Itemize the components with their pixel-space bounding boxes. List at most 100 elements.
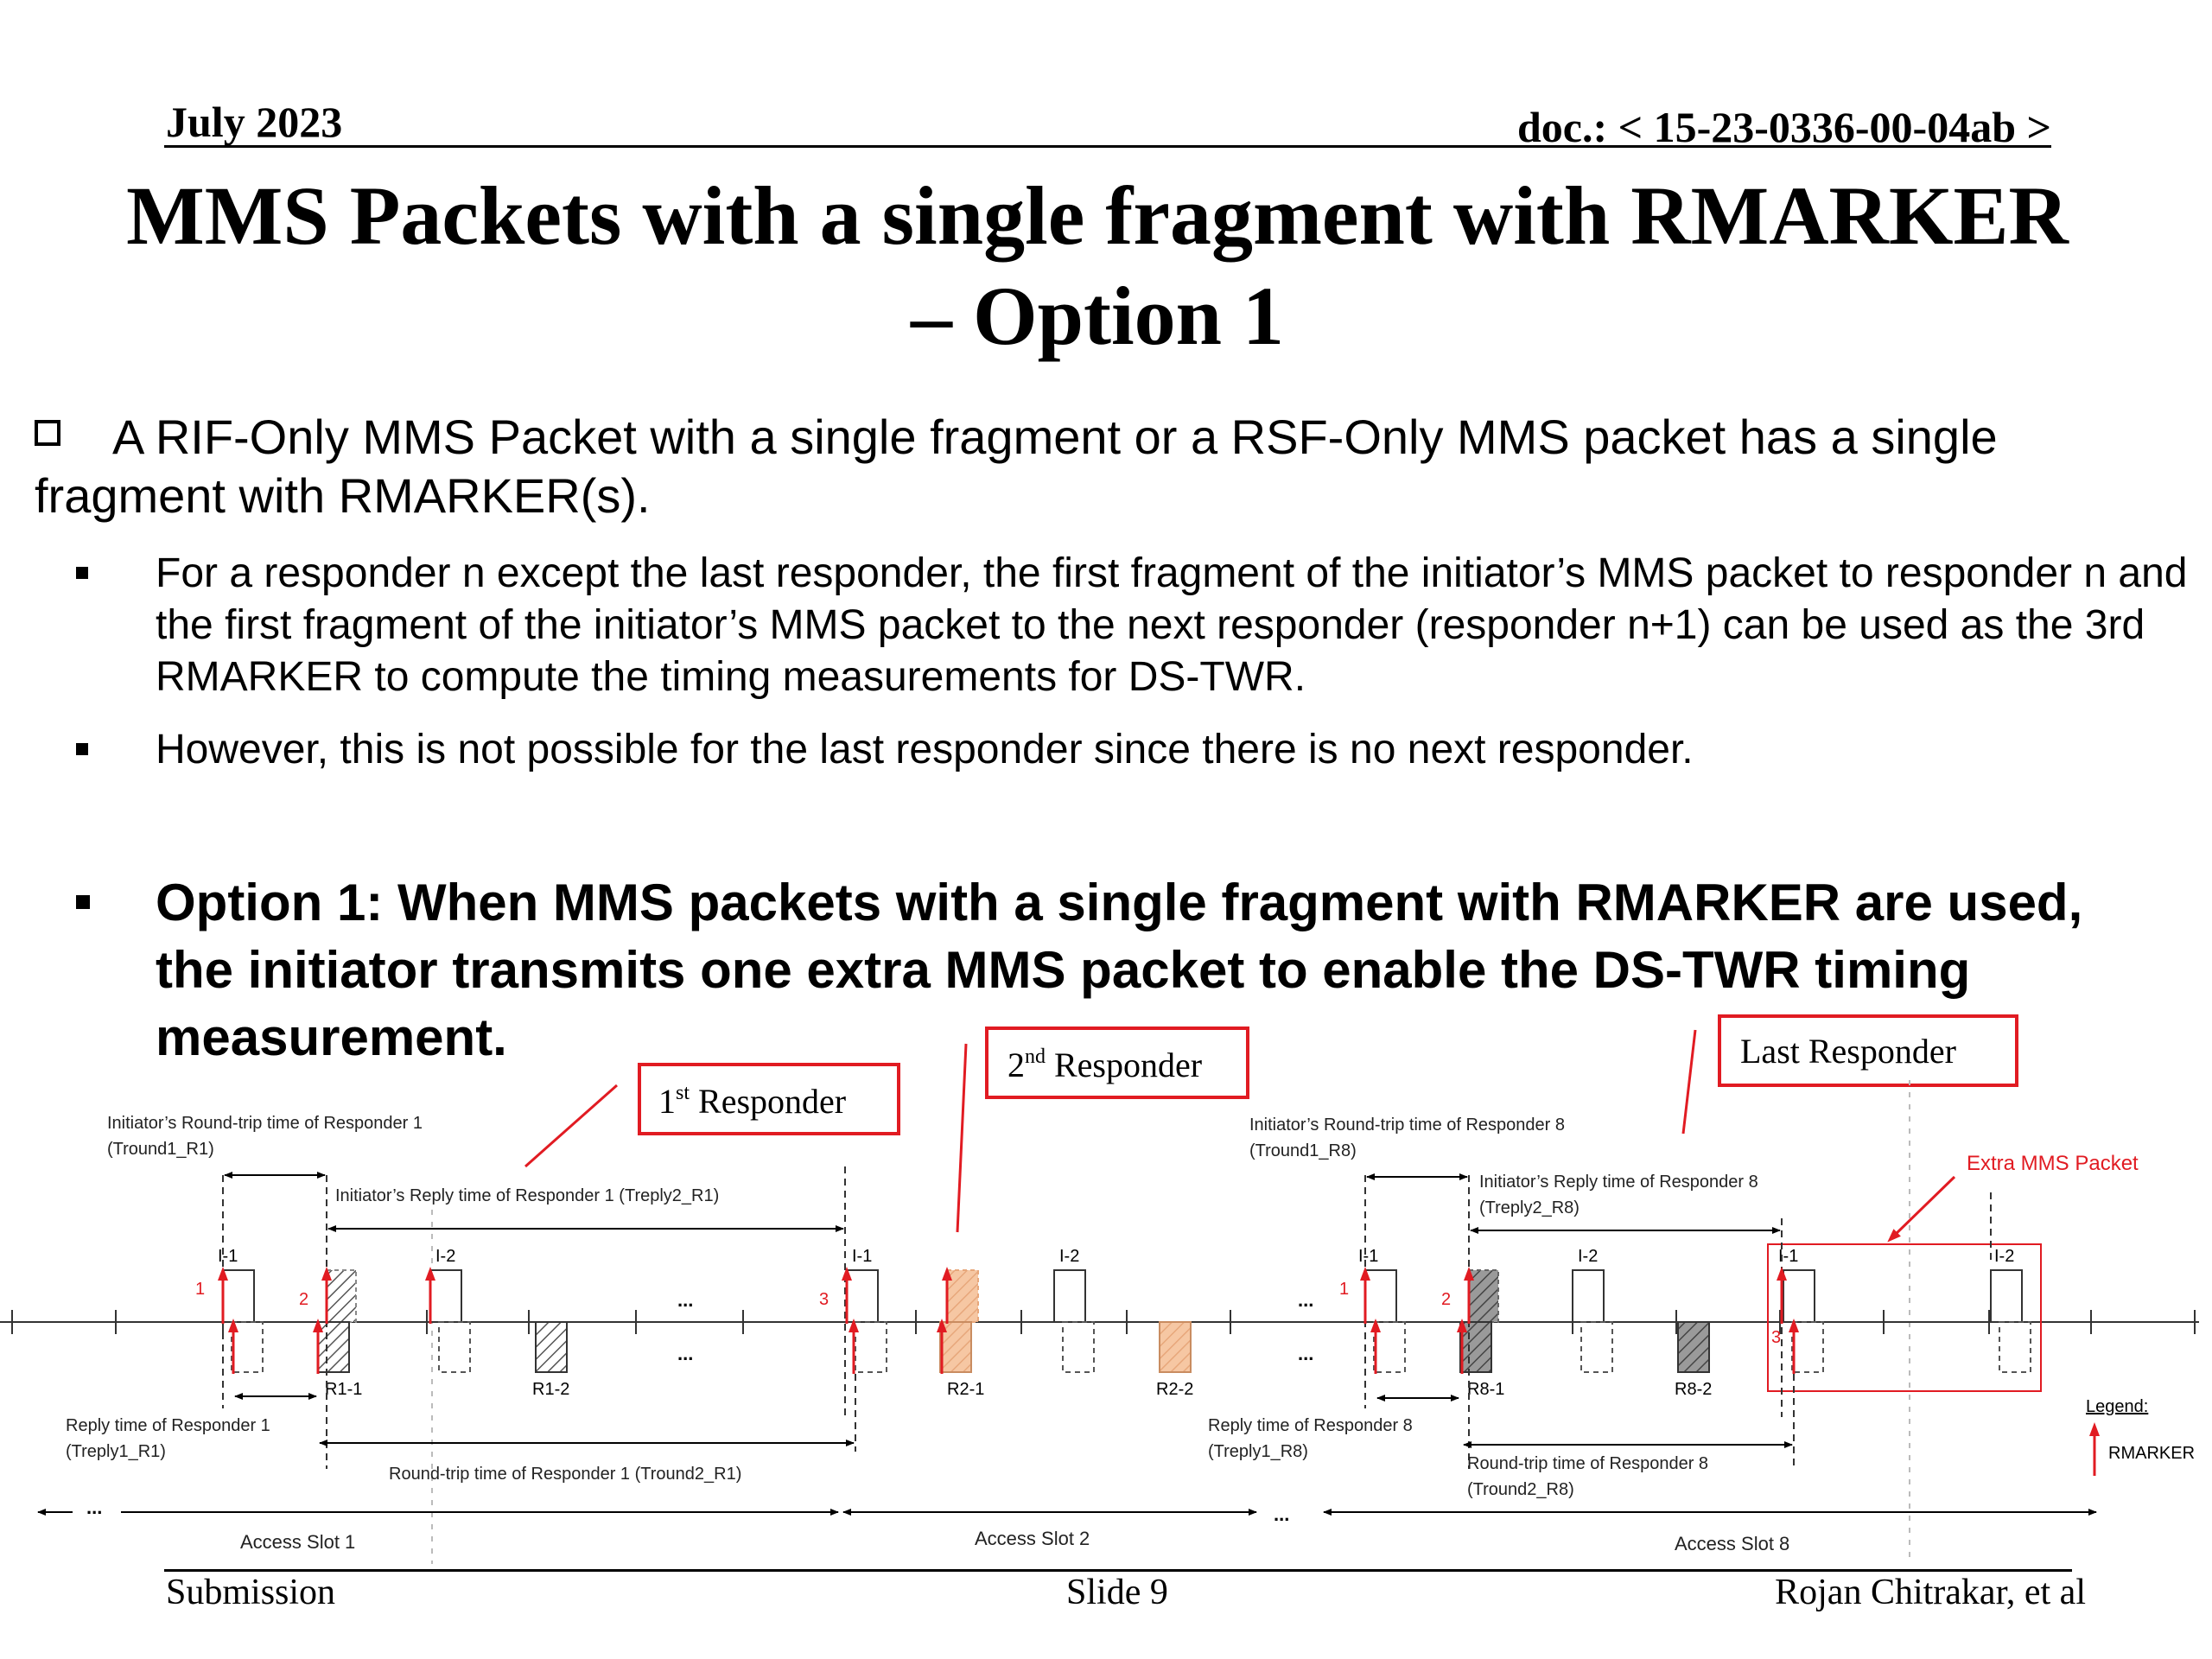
ellipsis: ... xyxy=(1298,1289,1313,1311)
extra-mms-packet: Extra MMS Packet I-1 I-2 xyxy=(1767,1152,2139,1392)
svg-text:2nd Responder: 2nd Responder xyxy=(1007,1046,1202,1084)
responder-packet-r2-2: R2-2 xyxy=(1156,1321,1193,1399)
title-line-1: MMS Packets with a single fragment with … xyxy=(126,169,2069,262)
svg-text:R1-1: R1-1 xyxy=(325,1380,362,1399)
svg-text:Initiator’s Round-trip time of: Initiator’s Round-trip time of Responder… xyxy=(1249,1116,1565,1135)
svg-text:R2-2: R2-2 xyxy=(1156,1380,1193,1399)
initiator-packet-i1-r8: I-1 xyxy=(1358,1247,1397,1323)
svg-text:(Treply1_R1): (Treply1_R1) xyxy=(66,1442,166,1461)
svg-text:Extra MMS Packet: Extra MMS Packet xyxy=(1967,1152,2139,1175)
svg-text:I-1: I-1 xyxy=(1778,1247,1798,1266)
svg-text:2: 2 xyxy=(299,1290,308,1309)
footer-slide-number: Slide 9 xyxy=(1066,1573,1168,1612)
responder-packet-dashed xyxy=(1580,1321,1613,1373)
responder-packet-r2-1: R2-1 xyxy=(939,1321,984,1399)
initiator-packet-i1-hatched xyxy=(326,1269,357,1323)
svg-text:3: 3 xyxy=(819,1290,829,1309)
rmarker-arrows xyxy=(218,1267,1799,1374)
timeline-axis xyxy=(0,1310,2199,1334)
svg-text:I-1: I-1 xyxy=(852,1247,872,1266)
square-bullet-icon xyxy=(76,743,88,755)
option-1-text: Option 1: When MMS packets with a single… xyxy=(156,874,2083,1066)
svg-text:I-2: I-2 xyxy=(1059,1247,1079,1266)
svg-text:I-2: I-2 xyxy=(1578,1247,1598,1266)
svg-text:Round-trip time of Responder 8: Round-trip time of Responder 8 xyxy=(1467,1454,1708,1473)
svg-text:Round-trip time of Responder 1: Round-trip time of Responder 1 (Tround2_… xyxy=(389,1465,741,1484)
svg-text:(Treply2_R8): (Treply2_R8) xyxy=(1479,1198,1580,1217)
main-bullet-text: A RIF-Only MMS Packet with a single frag… xyxy=(35,410,1998,523)
svg-text:(Tround1_R1): (Tround1_R1) xyxy=(107,1140,214,1159)
rmarker-numbers: 1 2 3 1 2 3 xyxy=(195,1280,1781,1347)
svg-text:1: 1 xyxy=(195,1280,205,1299)
responder-packet-dashed xyxy=(1062,1321,1095,1373)
reference-lines xyxy=(222,1166,1992,1469)
svg-text:Access Slot 1: Access Slot 1 xyxy=(240,1531,355,1553)
svg-text:Initiator’s Reply time of Resp: Initiator’s Reply time of Responder 8 xyxy=(1479,1173,1758,1192)
header-date: July 2023 xyxy=(166,98,343,146)
timing-arrows xyxy=(224,1172,1793,1448)
initiator-packet-i1-r2: I-1 xyxy=(846,1247,879,1323)
svg-text:Access Slot 2: Access Slot 2 xyxy=(975,1528,1090,1549)
svg-text:Reply time of Responder 8: Reply time of Responder 8 xyxy=(1208,1416,1413,1435)
responder-packet-r1-2: R1-2 xyxy=(532,1321,569,1399)
callout-responder-2: 2nd Responder xyxy=(956,1027,1249,1233)
svg-text:Last Responder: Last Responder xyxy=(1740,1032,1956,1071)
svg-text:I-1: I-1 xyxy=(218,1247,238,1266)
responder-packet-dashed xyxy=(231,1321,264,1373)
legend: Legend: RMARKER xyxy=(2086,1397,2195,1476)
footer-rule xyxy=(164,1569,2072,1572)
main-bullet: A RIF-Only MMS Packet with a single frag… xyxy=(35,408,2143,525)
responder-packet-r8-2: R8-2 xyxy=(1675,1321,1712,1399)
responder-packet-dashed xyxy=(1373,1321,1406,1373)
svg-text:2: 2 xyxy=(1441,1290,1451,1309)
svg-text:I-2: I-2 xyxy=(1994,1247,2014,1266)
sub-bullet-1: For a responder n except the last respon… xyxy=(156,550,2188,700)
timing-labels: Initiator’s Round-trip time of Responder… xyxy=(66,1114,1758,1499)
svg-text:3: 3 xyxy=(1771,1328,1781,1347)
svg-text:RMARKER: RMARKER xyxy=(2108,1444,2195,1463)
svg-text:Initiator’s Reply time of Resp: Initiator’s Reply time of Responder 1 (T… xyxy=(335,1186,719,1205)
footer-author: Rojan Chitrakar, et al xyxy=(1775,1573,2086,1612)
svg-text:Access Slot 8: Access Slot 8 xyxy=(1675,1533,1789,1554)
header-rule xyxy=(164,145,2051,148)
svg-text:1st Responder: 1st Responder xyxy=(658,1082,846,1121)
page-title: MMS Packets with a single fragment with … xyxy=(95,166,2100,366)
svg-text:Legend:: Legend: xyxy=(2086,1397,2148,1416)
svg-text:R2-1: R2-1 xyxy=(947,1380,984,1399)
ellipsis: ... xyxy=(677,1289,693,1311)
svg-text:R8-1: R8-1 xyxy=(1467,1380,1504,1399)
responder-packet-r1-1: R1-1 xyxy=(317,1321,362,1399)
square-bullet-icon xyxy=(76,895,90,909)
responder-packet-dashed xyxy=(855,1321,887,1373)
ellipsis: ... xyxy=(1298,1343,1313,1364)
initiator-packet-i2-r2: I-2 xyxy=(1053,1247,1086,1323)
footer-submission: Submission xyxy=(166,1573,336,1612)
access-slot-labels: Access Slot 1 Access Slot 2 Access Slot … xyxy=(240,1528,1789,1554)
ellipsis: ... xyxy=(86,1497,102,1518)
initiator-packet-i2-r1: I-2 xyxy=(429,1247,462,1323)
svg-text:I-1: I-1 xyxy=(1358,1247,1378,1266)
svg-text:I-2: I-2 xyxy=(435,1247,455,1266)
initiator-packet-i2-r8: I-2 xyxy=(1572,1247,1605,1323)
svg-text:Initiator’s Round-trip time of: Initiator’s Round-trip time of Responder… xyxy=(107,1114,423,1133)
svg-text:R1-2: R1-2 xyxy=(532,1380,569,1399)
svg-text:(Tround1_R8): (Tround1_R8) xyxy=(1249,1141,1357,1160)
svg-text:R8-2: R8-2 xyxy=(1675,1380,1712,1399)
svg-text:(Treply1_R8): (Treply1_R8) xyxy=(1208,1442,1308,1461)
callout-last-responder: Last Responder xyxy=(1681,1014,2018,1135)
checkbox-bullet-icon xyxy=(35,420,60,446)
svg-text:(Tround2_R8): (Tround2_R8) xyxy=(1467,1480,1574,1499)
responder-packet-dashed xyxy=(438,1321,471,1373)
svg-text:1: 1 xyxy=(1339,1280,1349,1299)
header-doc: doc.: < 15-23-0336-00-04ab > xyxy=(1516,103,2051,151)
callout-responder-1: 1st Responder xyxy=(524,1063,900,1168)
title-line-2: – Option 1 xyxy=(910,270,1285,362)
svg-text:Reply time of Responder 1: Reply time of Responder 1 xyxy=(66,1416,270,1435)
square-bullet-icon xyxy=(76,567,88,579)
initiator-packet-i1-orange xyxy=(946,1269,979,1323)
mms-timing-diagram: 1st Responder 2nd Responder Last Respond… xyxy=(0,1014,2199,1564)
initiator-packet-i1-dark xyxy=(1468,1269,1499,1323)
ellipsis: ... xyxy=(1274,1503,1289,1525)
sub-bullet-2: However, this is not possible for the la… xyxy=(156,727,1694,772)
responder-packet-r8-1: R8-1 xyxy=(1459,1321,1504,1399)
